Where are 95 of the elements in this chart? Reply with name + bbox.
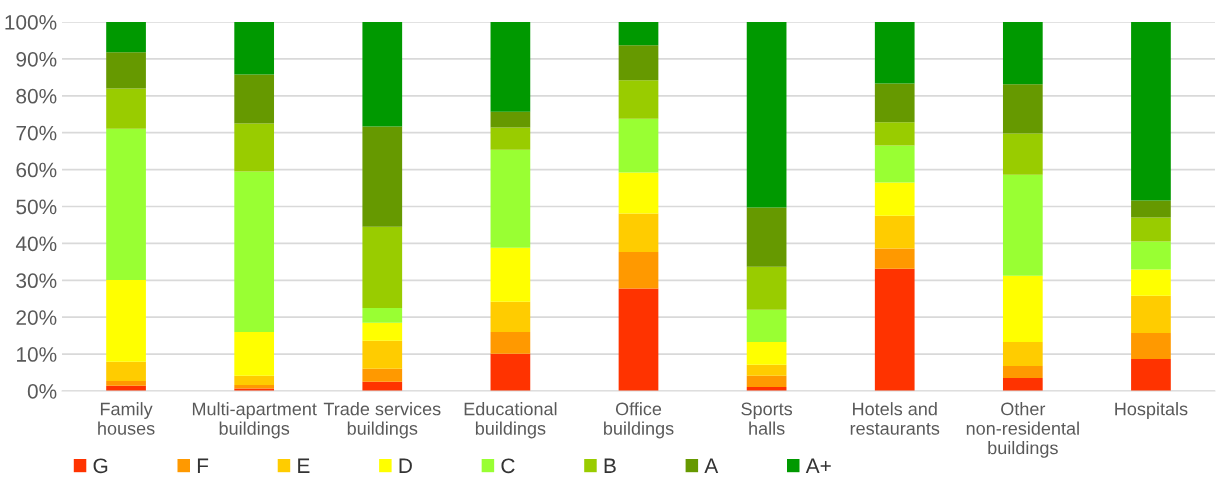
y-tick-label: 20% [16,310,57,325]
x-tick-label: Hotels and restaurants [850,402,940,435]
bar [490,111,531,128]
x-tick-label: Hospitals [1115,402,1188,419]
bar [490,301,531,332]
legend-label: B [604,458,616,473]
bar [1131,358,1171,391]
bar [106,381,146,386]
bar [1002,378,1043,391]
bar [106,22,146,53]
bar [106,279,146,362]
y-tick-label: 80% [16,88,57,104]
bar [234,123,275,172]
bar [362,226,403,308]
bar [234,331,275,376]
legend-label: F [197,458,209,473]
bar [1131,333,1171,359]
bar [106,361,146,382]
bar [746,364,787,376]
bar [362,322,403,341]
bar [618,251,659,289]
bar [1131,200,1171,218]
bar [1002,22,1043,85]
bar [746,375,787,387]
x-tick-label: Other non-residental buildings [966,402,1079,458]
bar [1002,341,1043,366]
bar [490,247,531,302]
bar [106,88,146,129]
bar [490,353,531,391]
bar [1002,133,1043,175]
x-tick-label: Multi-apartment buildings [192,402,317,439]
y-tick-label: 60% [16,162,57,178]
bar [618,213,659,252]
bar [874,182,915,216]
bar [1131,269,1171,296]
bar [746,341,787,365]
bar [362,126,403,227]
bar [1002,275,1043,342]
bar [1131,217,1171,242]
bar [1002,365,1043,379]
bar [106,52,146,89]
bar [746,207,787,267]
bar [618,45,659,81]
bar [234,171,275,332]
bar [618,288,659,391]
legend-label: A+ [805,458,831,473]
bar [490,331,531,354]
bar [234,22,275,75]
bar [618,118,659,173]
bar [746,266,787,310]
bar [618,22,659,46]
legend-label: D [399,458,412,473]
bar [618,172,659,214]
x-tick-label: Trade services buildings [323,402,441,439]
bar [874,122,915,146]
bar [490,127,531,150]
legend-label: G [93,458,108,474]
bar [1131,241,1171,270]
bar [1131,22,1171,201]
bar [234,74,275,124]
bar [490,22,531,112]
bar [1131,295,1171,334]
bar [874,83,915,123]
bar [490,149,531,248]
legend-label: C [501,458,515,474]
x-tick-label: Family houses [98,402,155,435]
bar [618,80,659,119]
y-tick-label: 50% [16,199,57,215]
bar [874,215,915,249]
y-tick-label: 30% [16,273,57,289]
y-tick-label: 10% [17,347,57,362]
bar [1002,84,1043,134]
x-tick-label: Educational buildings [464,402,557,439]
bar [106,128,146,280]
bar [362,307,403,323]
bar [362,340,403,369]
y-tick-label: 70% [16,125,57,141]
y-tick-label: 40% [15,236,57,252]
x-tick-label: Office buildings [604,402,674,439]
bar [874,22,915,84]
bar [362,368,403,382]
bar [1002,174,1043,276]
bar [874,268,915,391]
x-tick-label: Sports halls [741,402,793,435]
legend-label: A [704,458,719,473]
bar [874,248,915,269]
bar [874,145,915,183]
bar [362,22,403,127]
bar [746,309,787,342]
y-tick-label: 100% [5,15,57,30]
bar [746,22,787,208]
y-tick-label: 90% [16,51,57,67]
y-tick-label: 0% [27,384,57,399]
bar [234,375,275,386]
legend-label: E [298,458,310,473]
